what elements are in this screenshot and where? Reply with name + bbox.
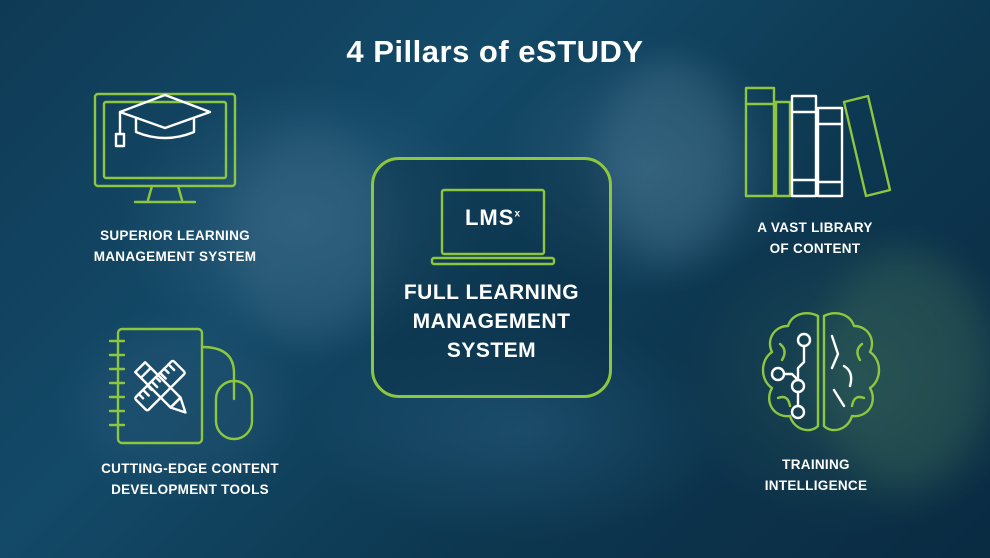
center-label-line: FULL LEARNING — [403, 281, 580, 304]
pillar-label: TRAINING INTELLIGENCE — [716, 454, 916, 496]
center-label-line: SYSTEM — [446, 339, 537, 362]
center-label-line: MANAGEMENT — [412, 310, 571, 333]
pillar-label-line: SUPERIOR LEARNING — [100, 228, 250, 243]
center-pillar-label: FULL LEARNING MANAGEMENT SYSTEM — [374, 278, 609, 365]
background-blur — [600, 60, 740, 260]
graduation-monitor-icon — [93, 92, 237, 204]
lms-text: LMS — [464, 205, 515, 230]
pillar-label-line: TRAINING — [782, 457, 850, 472]
laptop-icon — [430, 188, 556, 266]
pillar-label-line: OF CONTENT — [769, 241, 861, 256]
lms-superscript: x — [514, 208, 521, 220]
lms-screen-text: LMSx — [442, 205, 544, 231]
pillar-label: CUTTING-EDGE CONTENT DEVELOPMENT TOOLS — [45, 458, 335, 500]
notebook-mouse-icon — [108, 327, 254, 445]
books-icon — [744, 86, 892, 198]
pillar-label-line: MANAGEMENT SYSTEM — [93, 249, 257, 264]
pillar-label-line: INTELLIGENCE — [764, 478, 868, 493]
slide-title: 4 Pillars of eSTUDY — [346, 34, 644, 69]
brain-circuit-icon — [761, 312, 881, 432]
pillar-label-line: A VAST LIBRARY — [757, 220, 873, 235]
pillar-label: SUPERIOR LEARNING MANAGEMENT SYSTEM — [40, 225, 310, 267]
background-blur — [230, 130, 390, 340]
pillar-label-line: CUTTING-EDGE CONTENT — [101, 461, 279, 476]
pillar-label: A VAST LIBRARY OF CONTENT — [700, 217, 930, 259]
pillar-label-line: DEVELOPMENT TOOLS — [111, 482, 269, 497]
center-pillar-card: LMSx FULL LEARNING MANAGEMENT SYSTEM — [371, 157, 612, 398]
